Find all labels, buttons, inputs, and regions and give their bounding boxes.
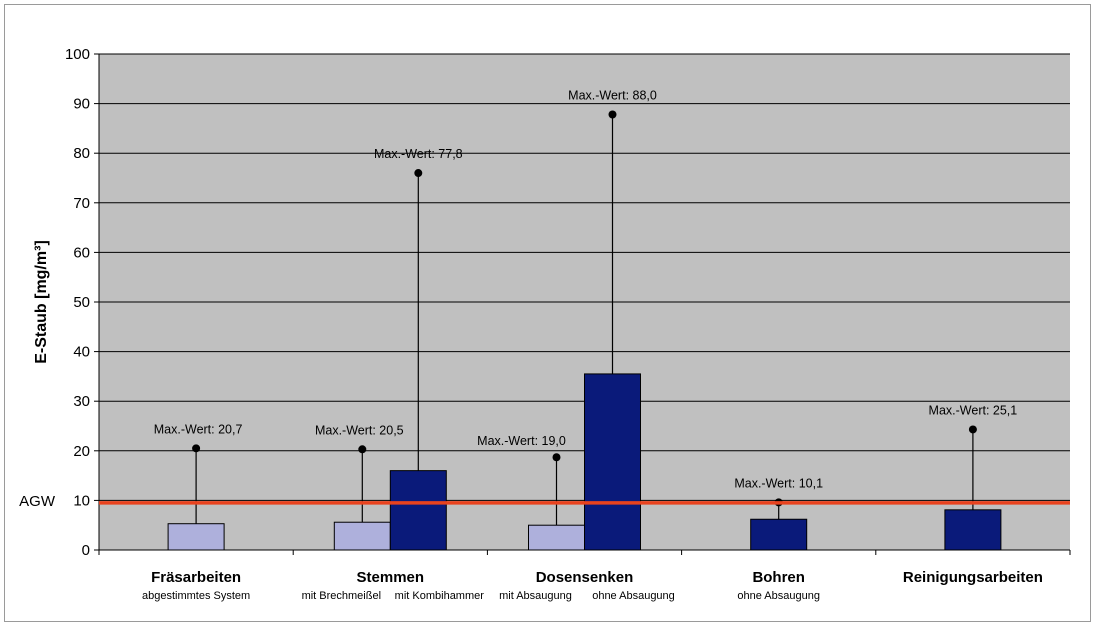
category-label: Reinigungsarbeiten [903, 569, 1043, 586]
y-axis-label: E-Staub [mg/m³] [33, 240, 50, 364]
agw-label: AGW [19, 493, 56, 510]
max-value-label: Max.-Wert: 88,0 [568, 89, 657, 103]
y-tick-label: 30 [73, 393, 90, 410]
bar [333, 521, 391, 551]
y-tick-label: 70 [73, 195, 90, 212]
max-value-label: Max.-Wert: 20,5 [315, 423, 404, 437]
category-label: Stemmen [357, 569, 425, 586]
max-point [414, 169, 423, 178]
y-tick-label: 50 [73, 294, 90, 311]
bar-sublabel: mit Kombihammer [395, 590, 485, 602]
max-value-label: Max.-Wert: 20,7 [154, 422, 243, 436]
max-value-label: Max.-Wert: 25,1 [929, 403, 1018, 417]
bar [528, 524, 585, 551]
y-tick-label: 0 [82, 542, 90, 559]
y-tick-label: 100 [65, 46, 90, 63]
y-tick-label: 80 [73, 145, 90, 162]
bar-sublabel: ohne Absaugung [737, 590, 820, 602]
y-tick-label: 10 [73, 492, 90, 509]
y-tick-label: 60 [73, 244, 90, 261]
max-point [608, 110, 617, 119]
bar-sublabel: mit Absaugung [499, 590, 572, 602]
bar [750, 518, 808, 551]
y-tick-label: 40 [73, 344, 90, 361]
max-point [552, 453, 561, 462]
max-point [192, 444, 201, 453]
category-label: Bohren [752, 569, 805, 586]
y-tick-label: 90 [73, 96, 90, 113]
bar-sublabel: ohne Absaugung [592, 590, 675, 602]
max-point [968, 425, 977, 434]
bar [389, 470, 447, 551]
max-value-label: Max.-Wert: 19,0 [477, 434, 566, 448]
category-label: Dosensenken [536, 569, 634, 586]
bar [944, 509, 1002, 551]
bar-sublabel: mit Brechmeißel [302, 590, 381, 602]
max-point [358, 445, 367, 454]
max-value-label: Max.-Wert: 10,1 [734, 476, 823, 490]
y-tick-label: 20 [73, 443, 90, 460]
bar [584, 373, 641, 551]
category-label: Fräsarbeiten [151, 569, 241, 586]
max-value-label: Max.-Wert: 77,8 [374, 147, 463, 161]
bar [167, 523, 225, 551]
bar-sublabel: abgestimmtes System [142, 590, 250, 602]
